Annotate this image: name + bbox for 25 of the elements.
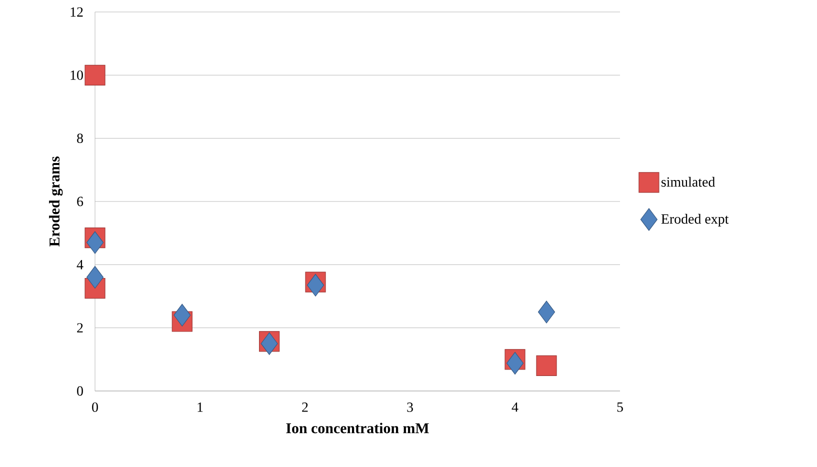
- x-tick-label: 0: [92, 402, 98, 412]
- y-tick-label: 2: [77, 323, 83, 332]
- y-tick-label: 6: [77, 196, 84, 206]
- y-tick-label: 4: [76, 260, 84, 270]
- point: [84, 64, 106, 86]
- y-tick-label: 8: [77, 134, 83, 144]
- y-tick-label: 10: [70, 70, 83, 80]
- x-tick-label: 1: [198, 402, 203, 412]
- point: [538, 300, 556, 324]
- x-tick-label: 2: [302, 402, 308, 412]
- point: [306, 274, 324, 296]
- point: [536, 355, 557, 376]
- legend-label: simulated: [662, 176, 716, 187]
- point: [506, 352, 524, 374]
- x-tick-label: 5: [617, 402, 623, 412]
- x-axis-title: Ion concentration mM: [286, 422, 429, 434]
- y-tick-label: 0: [77, 386, 83, 396]
- point: [86, 266, 104, 289]
- y-axis-title: Eroded grams: [49, 156, 63, 247]
- y-tick-label: 12: [70, 7, 83, 17]
- point: [174, 304, 191, 326]
- x-tick-label: 4: [512, 402, 518, 412]
- x-tick-label: 3: [407, 402, 413, 412]
- legend-label: Eroded expt: [661, 214, 729, 227]
- point: [86, 231, 104, 254]
